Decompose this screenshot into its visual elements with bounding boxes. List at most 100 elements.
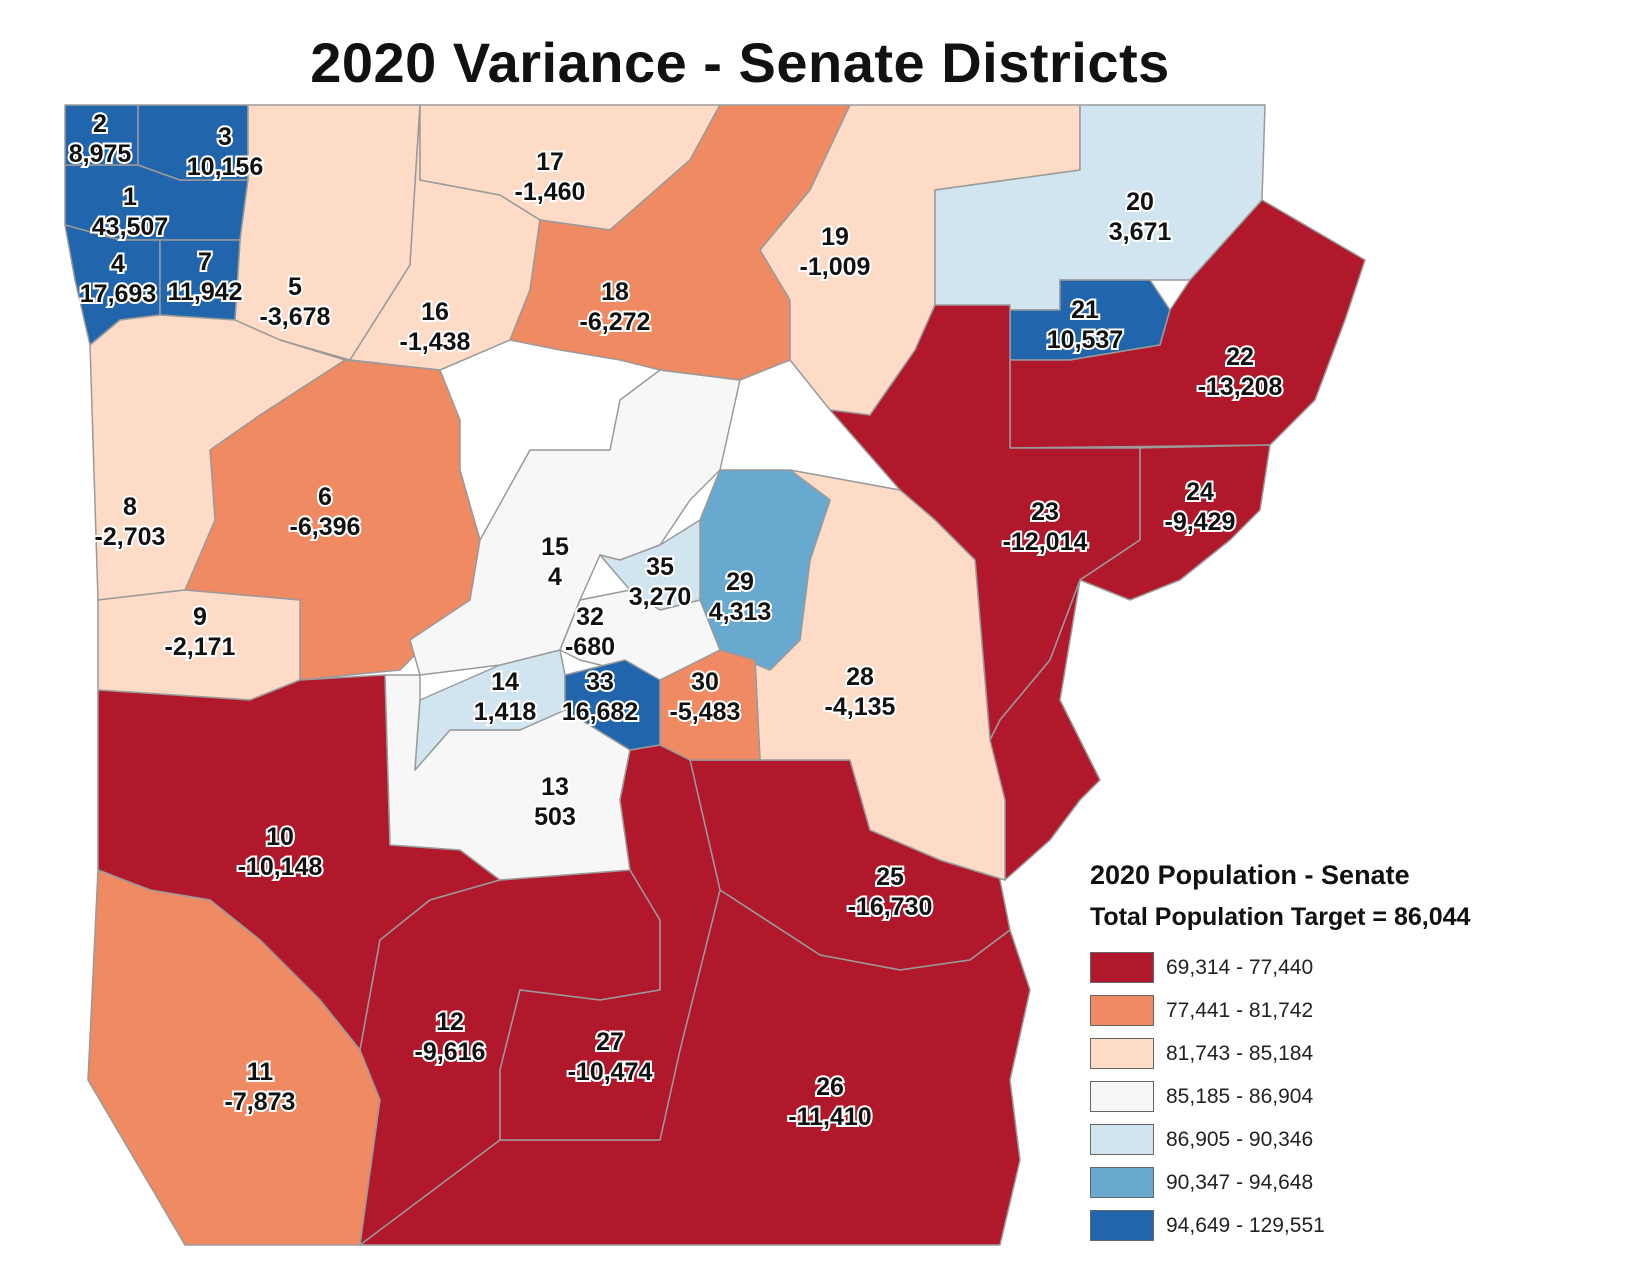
district-variance: 503 [534, 803, 576, 831]
legend-range: 77,441 - 81,742 [1166, 998, 1314, 1022]
district-label-28: 28 -4,135 [825, 663, 896, 721]
district-label-3: 3 10,156 [187, 123, 263, 181]
district-number: 33 [586, 668, 614, 696]
district-shapes [64, 104, 1366, 1246]
district-label-5: 5 -3,678 [260, 273, 331, 331]
district-label-1: 1 43,507 [92, 183, 168, 241]
district-number: 12 [436, 1008, 464, 1036]
legend-range: 94,649 - 129,551 [1166, 1213, 1325, 1237]
district-number: 3 [218, 123, 232, 151]
legend-swatch [1090, 1210, 1154, 1241]
district-variance: -13,208 [1198, 373, 1283, 401]
district-variance: -10,474 [568, 1058, 653, 1086]
district-number: 35 [646, 553, 674, 581]
district-number: 24 [1186, 478, 1214, 506]
district-label-30: 30 -5,483 [670, 668, 741, 726]
district-label-35: 35 3,270 [629, 553, 692, 611]
legend-swatch [1090, 995, 1154, 1026]
legend-row: 69,314 - 77,440 [1090, 946, 1510, 989]
district-number: 1 [123, 183, 137, 211]
legend-target-population: Total Population Target = 86,044 [1090, 903, 1471, 931]
district-variance: -1,460 [515, 178, 586, 206]
district-variance: -3,678 [260, 303, 331, 331]
district-label-17: 17 -1,460 [515, 148, 586, 206]
district-variance: 8,975 [69, 140, 132, 168]
district-variance: -10,148 [238, 853, 323, 881]
district-variance: 16,682 [562, 698, 638, 726]
district-label-7: 7 11,942 [167, 248, 242, 306]
district-label-2: 2 8,975 [69, 110, 132, 168]
district-label-10: 10 -10,148 [238, 823, 323, 881]
district-label-18: 18 -6,272 [580, 278, 651, 336]
district-label-13: 13 503 [534, 773, 576, 831]
district-label-23: 23 -12,014 [1003, 498, 1088, 556]
legend-swatch [1090, 1124, 1154, 1155]
legend-row: 86,905 - 90,346 [1090, 1118, 1510, 1161]
district-variance: 3,671 [1109, 218, 1172, 246]
district-variance: -7,873 [225, 1088, 296, 1116]
district-14 [414, 649, 566, 771]
district-label-27: 27 -10,474 [568, 1028, 653, 1086]
district-35 [599, 519, 701, 611]
district-variance: -2,171 [165, 633, 236, 661]
district-number: 15 [541, 533, 569, 561]
legend-swatch [1090, 1167, 1154, 1198]
district-33 [564, 659, 661, 751]
district-number: 17 [536, 148, 564, 176]
district-label-22: 22 -13,208 [1198, 343, 1283, 401]
legend-range: 85,185 - 86,904 [1166, 1084, 1314, 1108]
district-variance: -2,703 [95, 523, 166, 551]
district-label-9: 9 -2,171 [165, 603, 236, 661]
district-variance: -1,009 [800, 253, 871, 281]
legend-row: 90,347 - 94,648 [1090, 1161, 1510, 1204]
district-label-11: 11 -7,873 [225, 1058, 296, 1116]
district-number: 27 [596, 1028, 624, 1056]
district-label-33: 33 16,682 [562, 668, 638, 726]
legend-row: 81,743 - 85,184 [1090, 1032, 1510, 1075]
district-variance: -1,438 [400, 328, 471, 356]
district-number: 18 [601, 278, 629, 306]
district-number: 13 [541, 773, 569, 801]
district-label-21: 21 10,537 [1047, 296, 1123, 354]
district-variance: 11,942 [167, 278, 242, 306]
legend-range: 90,347 - 94,648 [1166, 1170, 1314, 1194]
district-label-12: 12 -9,616 [415, 1008, 486, 1066]
district-number: 29 [726, 568, 754, 596]
district-variance: 17,693 [80, 280, 156, 308]
district-number: 21 [1071, 296, 1099, 324]
district-label-26: 26 -11,410 [788, 1073, 871, 1131]
district-label-6: 6 -6,396 [290, 483, 361, 541]
district-number: 9 [193, 603, 207, 631]
legend-range: 69,314 - 77,440 [1166, 955, 1314, 979]
district-label-4: 4 17,693 [80, 250, 156, 308]
district-24 [1079, 444, 1271, 601]
map-title: 2020 Variance - Senate Districts [310, 31, 1170, 94]
district-number: 28 [846, 663, 874, 691]
legend-swatch [1090, 1038, 1154, 1069]
district-variance: 4 [548, 563, 562, 591]
district-variance: -5,483 [670, 698, 741, 726]
district-label-29: 29 4,313 [709, 568, 772, 626]
district-variance: 10,156 [187, 153, 263, 181]
district-3 [137, 104, 249, 181]
district-variance: 3,270 [629, 583, 692, 611]
legend-row: 85,185 - 86,904 [1090, 1075, 1510, 1118]
district-22 [1009, 199, 1366, 449]
district-label-32: 32 -680 [565, 603, 615, 661]
district-label-8: 8 -2,703 [95, 493, 166, 551]
district-variance: -680 [565, 633, 615, 661]
legend-row: 77,441 - 81,742 [1090, 989, 1510, 1032]
district-label-14: 14 1,418 [474, 668, 537, 726]
district-variance: -6,272 [580, 308, 651, 336]
district-variance: -16,730 [848, 893, 933, 921]
district-variance: 1,418 [474, 698, 537, 726]
district-variance: -9,616 [415, 1038, 486, 1066]
district-number: 4 [111, 250, 125, 278]
district-variance: 43,507 [92, 213, 168, 241]
district-number: 25 [876, 863, 904, 891]
legend-swatch [1090, 1081, 1154, 1112]
district-variance: -4,135 [825, 693, 896, 721]
district-number: 20 [1126, 188, 1154, 216]
legend-classes: 69,314 - 77,440 77,441 - 81,742 81,743 -… [1090, 946, 1510, 1247]
